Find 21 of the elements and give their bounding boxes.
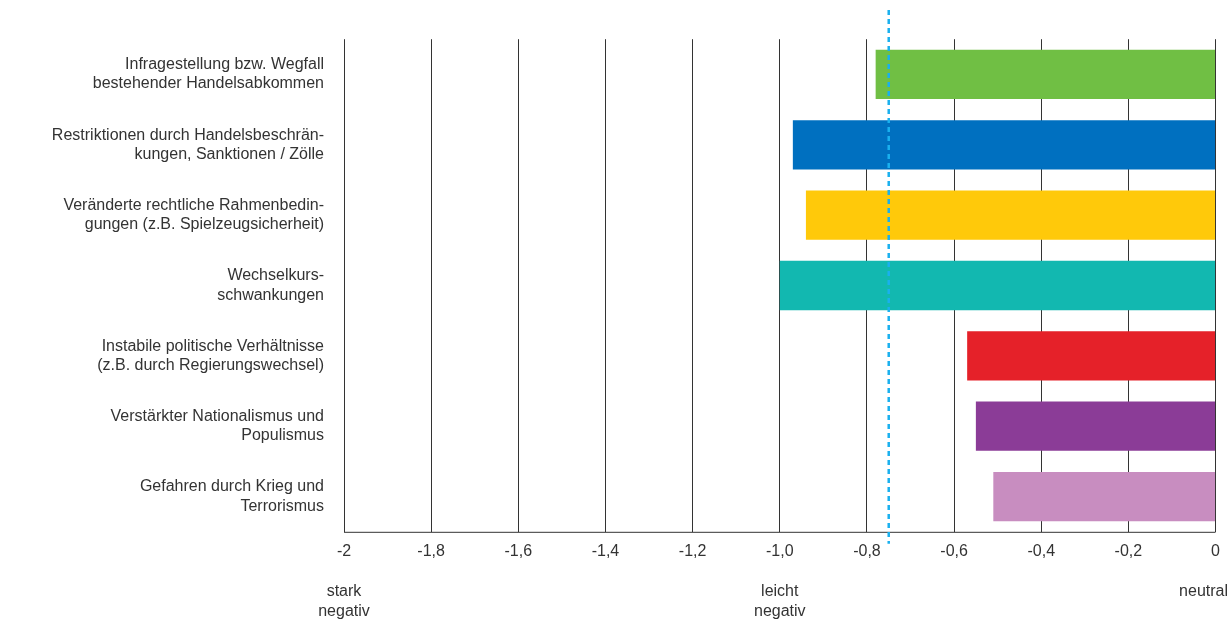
x-tick-label: 0 xyxy=(1211,541,1221,559)
x-tick-label: -0,6 xyxy=(940,541,968,559)
y-tick-label: Gefahren durch Krieg und Terrorismus xyxy=(139,477,324,514)
y-tick-label: Veränderte rechtliche Rahmenbedin- gungen (z.B. Spielzeugsicherheit) xyxy=(63,195,324,233)
x-tick-label: -1,8 xyxy=(417,541,446,559)
text: neutral xyxy=(1179,582,1228,600)
x-tick-label: -0,4 xyxy=(1027,541,1056,559)
y-tick-label: Restriktionen durch Handelsbeschrän- kungen, Sanktionen / Zölle xyxy=(51,125,325,162)
y-tick-label: Wechselkurs- schwankungen xyxy=(217,266,324,303)
x-tick-label: -1,2 xyxy=(678,541,707,559)
x-tick-label: -0,8 xyxy=(853,541,881,559)
text: stark negativ xyxy=(318,582,370,620)
y-tick-label: Infragestellung bzw. Wegfall bestehender Handelsabkommen xyxy=(92,55,324,92)
y-tick-label: Verstärkter Nationalismus und Populismus xyxy=(110,407,324,444)
x-tick-label: -2 xyxy=(336,541,352,559)
x-tick-label: -1,4 xyxy=(591,541,620,559)
y-tick-label: Instabile politische Verhältnisse (z.B. durch Regierungswechsel) xyxy=(97,336,325,373)
x-tick-label: -1,6 xyxy=(504,541,533,559)
x-tick-label: -1,0 xyxy=(765,541,794,559)
x-tick-label: -0,2 xyxy=(1114,541,1143,559)
text: leicht negativ xyxy=(753,582,806,620)
